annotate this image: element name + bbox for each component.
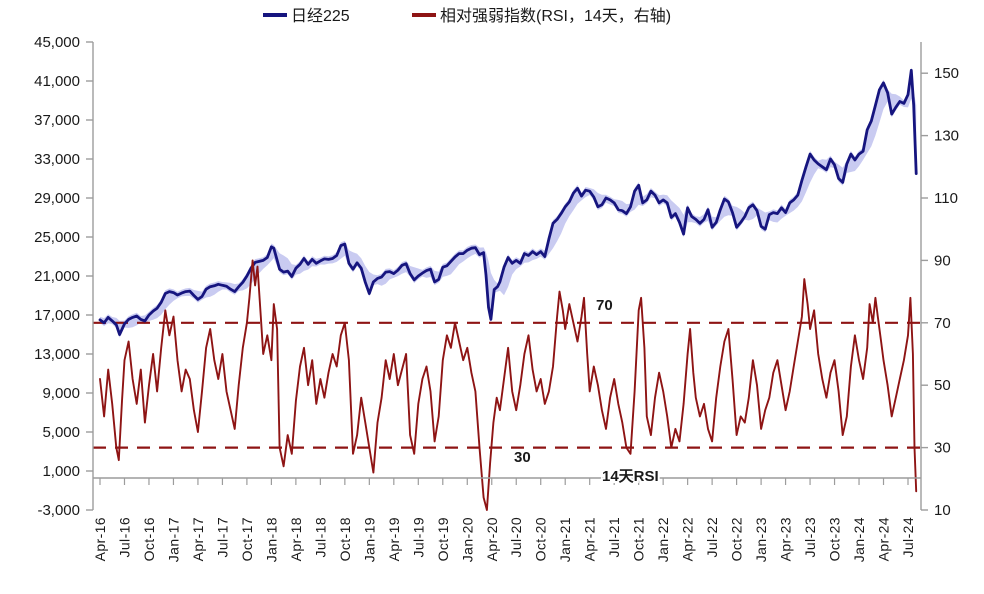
y-axis-left-tick-label: 9,000 [42,385,80,402]
y-axis-right-tick-label: 130 [934,128,959,145]
y-axis-left-tick-label: -3,000 [37,502,80,519]
x-axis: Apr-16 Jul-16 Oct-16 Jan-17 Apr-17 Jul-17 Oct-… [92,477,921,562]
x-axis-tick-label: Apr-18 [288,517,304,561]
x-axis-tick-label: Jul-17 [214,517,230,558]
rsi-legend-label: 相对强弱指数(RSI，14天，右轴) [440,7,671,25]
x-axis-tick-label: Jul-23 [802,517,818,558]
x-axis-tick-label: Apr-19 [386,517,402,561]
x-axis-tick-label: Jan-23 [753,517,769,562]
y-axis-left-tick-label: 33,000 [34,151,80,168]
x-axis-tick-label: Apr-16 [92,517,108,561]
y-axis-right-tick-label: 70 [934,315,951,332]
x-axis-tick-label: Jan-17 [165,517,181,562]
x-axis-tick-label: Oct-19 [435,517,451,561]
y-axis-right-tick-label: 110 [934,190,958,207]
x-axis-tick-label: Oct-20 [533,517,549,561]
x-axis-tick-label: Jul-16 [116,517,132,558]
nikkei-legend-label: 日经225 [291,7,350,25]
x-axis-tick-label: Jul-22 [704,517,720,558]
y-axis-right-tick-label: 10 [934,502,951,519]
y-axis-left-tick-label: 5,000 [42,424,80,441]
y-axis-left-tick-label: 41,000 [34,73,80,90]
nikkei-band-area [100,67,917,338]
y-axis-left-tick-label: 25,000 [34,229,80,246]
x-axis-tick-label: Jul-18 [312,517,328,558]
x-axis-tick-label: Oct-18 [337,517,353,561]
y-axis-right-tick-label: 50 [934,377,951,394]
y-axis-left: 45,000 41,000 37,000 33,000 29,000 25,000 21,0… [34,34,94,519]
x-axis-tick-label: Jan-22 [655,517,671,562]
y-axis-right-tick-label: 30 [934,440,951,457]
x-axis-tick-label: Jan-19 [361,517,377,562]
overbought-70-annotation: 70 [596,297,613,314]
y-axis-left-tick-label: 1,000 [42,463,80,480]
y-axis-left-tick-label: 17,000 [34,307,80,324]
rsi-reference-lines [93,321,921,449]
y-axis-left-tick-label: 13,000 [34,346,80,363]
y-axis-right-tick-label: 90 [934,252,951,269]
rsi-line [99,259,918,511]
x-axis-tick-label: Jul-20 [508,517,524,558]
y-axis-left-tick-label: 45,000 [34,34,80,51]
x-axis-tick-label: Oct-16 [141,517,157,561]
x-axis-tick-label: Apr-24 [876,517,892,561]
x-axis-tick-label: Jan-24 [851,517,867,562]
y-axis-right: 150 130 110 90 70 50 30 10 [920,42,959,519]
oversold-30-annotation: 30 [514,449,531,466]
x-axis-tick-label: Apr-20 [484,517,500,561]
x-axis-tick-label: Jan-18 [263,517,279,562]
x-axis-tick-label: Oct-23 [827,517,843,561]
x-axis-tick-label: Jul-21 [606,517,622,558]
x-axis-tick-label: Oct-17 [239,517,255,561]
x-axis-tick-label: Oct-22 [729,517,745,561]
x-axis-tick-label: Jan-20 [459,517,475,562]
x-axis-tick-label: Apr-21 [582,517,598,561]
y-axis-left-tick-label: 29,000 [34,190,80,207]
legend: 日经225 相对强弱指数(RSI，14天，右轴) [263,7,671,25]
y-axis-left-tick-label: 21,000 [34,268,80,285]
x-axis-tick-label: Apr-17 [190,517,206,561]
nikkei-line [98,68,918,336]
x-axis-tick-label: Jan-21 [557,517,573,562]
x-axis-tick-label: Jul-19 [410,517,426,558]
x-axis-tick-label: Apr-22 [680,517,696,561]
x-axis-tick-label: Jul-24 [900,517,916,558]
y-axis-left-tick-label: 37,000 [34,112,80,129]
rsi-series-annotation: 14天RSI [602,468,659,485]
x-axis-tick-label: Oct-21 [631,517,647,561]
x-axis-tick-label: Apr-23 [778,517,794,561]
y-axis-right-tick-label: 150 [934,65,959,82]
